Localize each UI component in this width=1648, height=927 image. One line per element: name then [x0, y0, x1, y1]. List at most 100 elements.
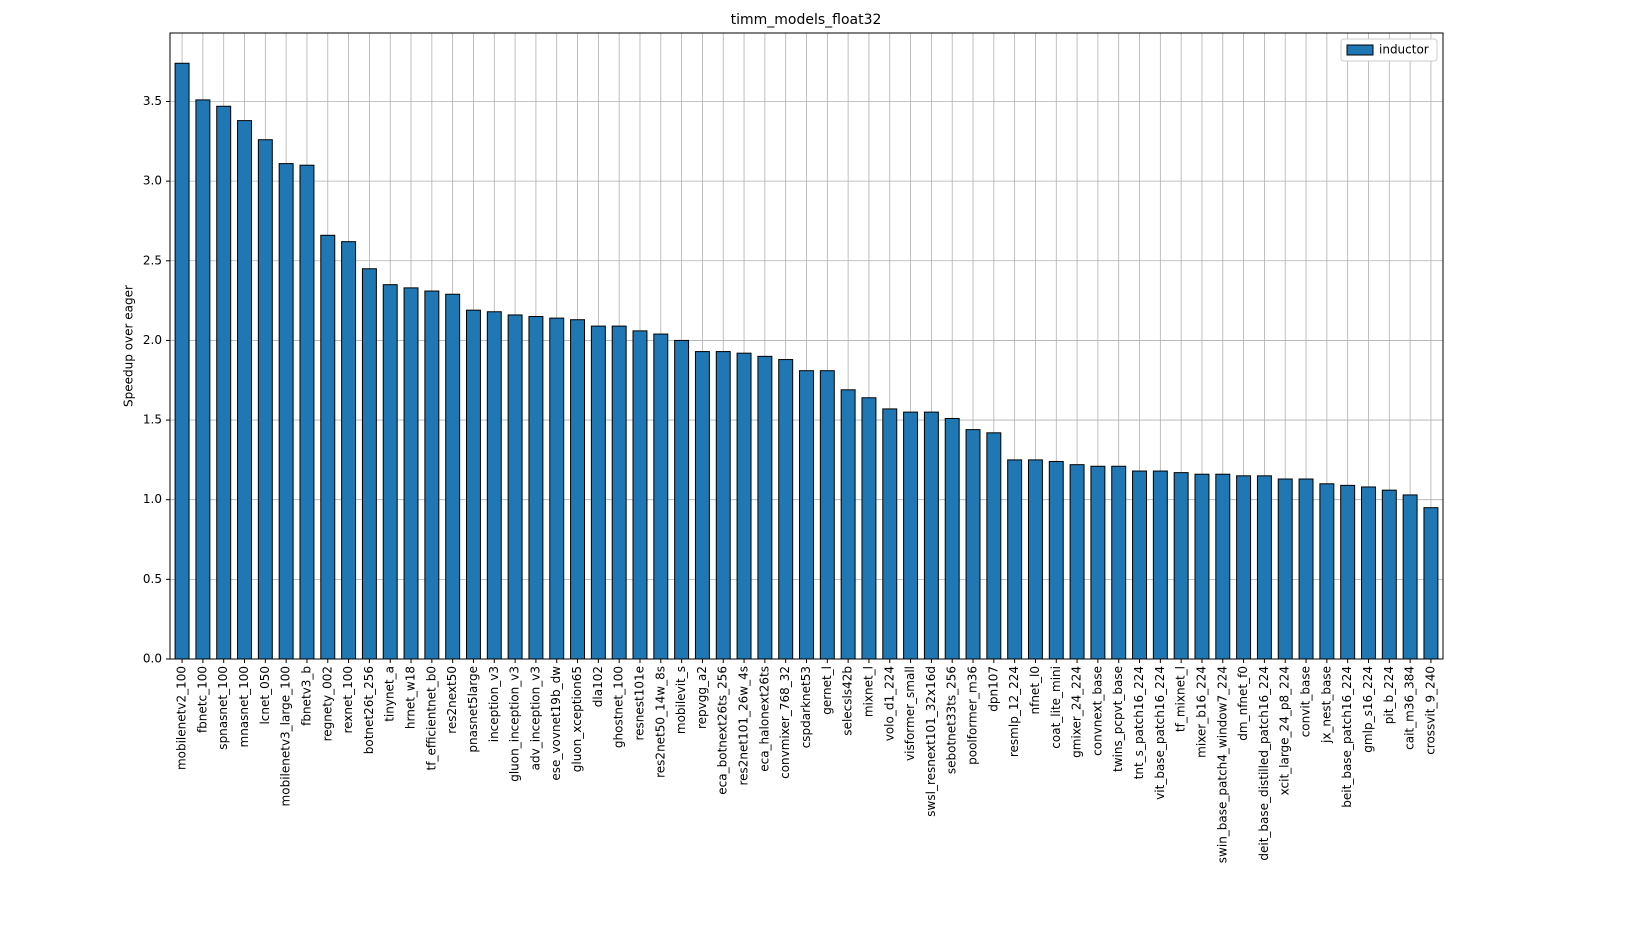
x-tick-label: dpn107: [986, 666, 1000, 712]
legend-label: inductor: [1379, 43, 1429, 57]
y-tick-label: 2.0: [143, 333, 162, 347]
x-tick-label: deit_base_distilled_patch16_224: [1257, 666, 1271, 861]
bar: [1361, 486, 1376, 660]
bar: [632, 330, 648, 660]
x-tick-label: rexnet_100: [341, 666, 355, 734]
x-tick-label: convit_base: [1299, 666, 1313, 737]
x-tick-label: regnety_002: [320, 666, 334, 741]
bar: [424, 290, 440, 660]
x-tick-label: gluon_inception_v3: [508, 666, 522, 782]
bar: [528, 316, 544, 660]
bar: [861, 397, 877, 660]
x-tick-label: cspdarknet53: [799, 666, 813, 748]
y-tick-label: 1.5: [143, 413, 162, 427]
bar: [1069, 464, 1085, 660]
x-tick-label: dm_nfnet_f0: [1236, 666, 1250, 741]
bar: [1215, 473, 1231, 660]
x-tick-label: resmlp_12_224: [1007, 666, 1021, 757]
bar: [1090, 465, 1106, 660]
bar: [694, 351, 710, 660]
x-tick-label: jx_nest_base: [1319, 666, 1333, 744]
x-tick-label: res2next50: [445, 666, 459, 734]
x-tick-label: ese_vovnet19b_dw: [549, 666, 563, 781]
x-tick-label: pnasnet5large: [466, 666, 480, 753]
y-tick-label: 2.5: [143, 253, 162, 267]
bar: [382, 284, 398, 660]
x-tick-label: mixer_b16_224: [1194, 666, 1208, 758]
x-tick-label: beit_base_patch16_224: [1340, 666, 1354, 808]
x-tick-label: gluon_xception65: [570, 666, 584, 772]
bar: [1048, 460, 1064, 660]
bar: [1152, 470, 1168, 660]
x-tick-label: vit_base_patch16_224: [1153, 666, 1167, 800]
bar: [195, 99, 211, 660]
x-tick-label: lcnet_050: [258, 666, 272, 725]
x-tick-label: fbnetv3_b: [299, 666, 313, 726]
x-tick-label: poolformer_m36: [966, 666, 980, 765]
x-tick-label: nfnet_l0: [1028, 666, 1042, 715]
x-tick-label: tf_efficientnet_b0: [424, 666, 438, 770]
bar: [216, 105, 232, 660]
y-tick-label: 1.0: [143, 492, 162, 506]
x-tick-label: mnasnet_100: [237, 666, 251, 748]
bar: [923, 411, 939, 660]
x-tick-label: eca_halonext26ts: [757, 666, 771, 772]
bar: [174, 62, 190, 660]
bar: [341, 241, 357, 660]
bar: [736, 352, 752, 660]
bar: [778, 359, 794, 660]
bar: [674, 339, 690, 660]
x-tick-label: tf_mixnet_l: [1174, 666, 1188, 732]
bar: [1277, 478, 1293, 660]
bar: [903, 411, 919, 660]
bar: [1402, 494, 1418, 660]
x-tick-label: tnt_s_patch16_224: [1132, 666, 1146, 779]
bar: [611, 325, 627, 660]
bar: [965, 429, 981, 660]
x-tick-label: mixnet_l: [861, 666, 875, 717]
x-tick-label: mobilevit_s: [674, 666, 688, 734]
x-tick-label: hrnet_w18: [404, 666, 418, 729]
bar: [1319, 483, 1335, 660]
bar: [653, 333, 669, 660]
x-tick-label: ghostnet_100: [612, 666, 626, 748]
bar: [819, 370, 835, 660]
bar: [507, 314, 523, 660]
x-tick-label: sebotnet33ts_256: [945, 666, 959, 774]
x-tick-label: spnasnet_100: [216, 666, 230, 750]
x-tick-label: cait_m36_384: [1403, 666, 1417, 750]
x-tick-label: inception_v3: [487, 666, 501, 742]
bar: [799, 370, 814, 660]
bar: [1298, 478, 1314, 660]
bar: [1194, 473, 1210, 660]
x-tick-label: gernet_l: [820, 666, 834, 715]
bar: [1236, 475, 1252, 660]
y-tick-label: 3.0: [143, 174, 162, 188]
x-tick-label: xcit_large_24_p8_224: [1278, 666, 1292, 795]
bar: [1340, 484, 1356, 660]
x-tick-label: crossvit_9_240: [1423, 666, 1437, 755]
bar: [944, 417, 960, 660]
y-axis-label: Speedup over eager: [122, 285, 136, 407]
legend-swatch: [1346, 44, 1374, 56]
bar: [715, 351, 731, 660]
x-tick-label: visformer_small: [903, 666, 917, 761]
bar: [1423, 507, 1439, 660]
bar: [1111, 465, 1127, 660]
bar: [1173, 472, 1189, 660]
x-tick-label: gmlp_s16_224: [1361, 666, 1375, 753]
bar: [1132, 470, 1148, 660]
x-tick-label: fbnetc_100: [195, 666, 209, 733]
x-tick-label: repvgg_a2: [695, 666, 709, 729]
bar: [278, 163, 294, 660]
bar: [320, 234, 336, 660]
bar: [1007, 459, 1023, 660]
x-tick-label: tinynet_a: [383, 666, 397, 722]
bar: [882, 408, 898, 660]
x-tick-label: swsl_resnext101_32x16d: [924, 666, 938, 817]
bar: [361, 268, 377, 660]
x-tick-label: convmixer_768_32: [778, 666, 792, 779]
bar: [549, 317, 565, 660]
bar: [757, 355, 773, 660]
